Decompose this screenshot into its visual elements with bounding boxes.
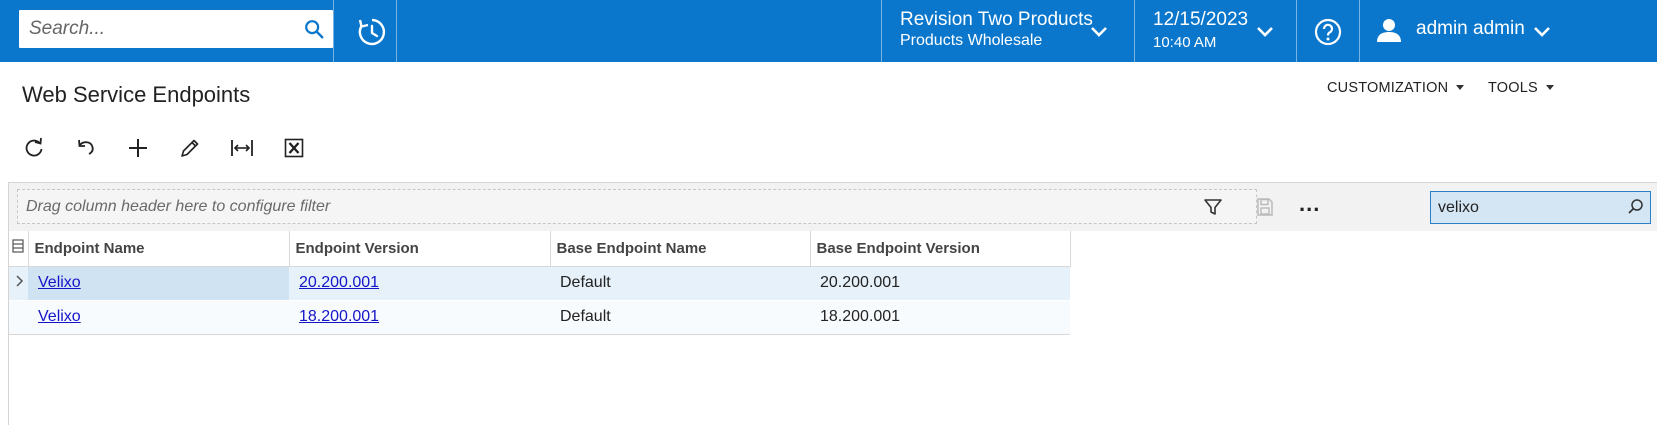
plus-icon: [129, 139, 147, 157]
excel-icon: [284, 138, 304, 158]
row-selector[interactable]: [9, 266, 28, 301]
fit-width-icon: [231, 140, 253, 156]
column-header-endpoint-name[interactable]: Endpoint Name: [28, 231, 290, 267]
filter-icon[interactable]: [1201, 195, 1225, 219]
chevron-down-icon[interactable]: [1532, 22, 1552, 42]
company-name: Revision Two Products: [900, 9, 1093, 30]
company-info[interactable]: Revision Two Products Products Wholesale: [900, 9, 1093, 51]
endpoint-version-link[interactable]: 20.200.001: [299, 274, 380, 291]
tools-menu[interactable]: TOOLS: [1488, 80, 1554, 96]
chevron-down-icon[interactable]: [1089, 22, 1109, 42]
more-options-button[interactable]: ...: [1299, 191, 1321, 216]
undo-button[interactable]: [73, 135, 99, 161]
caret-down-icon: [1545, 85, 1554, 90]
user-icon[interactable]: [1375, 16, 1403, 44]
edit-button[interactable]: [177, 135, 203, 161]
cell-base-endpoint-name: Default: [550, 266, 810, 301]
cell-endpoint-name: Velixo: [28, 300, 289, 335]
separator: [881, 0, 882, 62]
date-label: 12/15/2023: [1153, 9, 1249, 30]
table-row[interactable]: Velixo 18.200.001 Default 18.200.001: [9, 300, 1070, 335]
endpoint-name-link[interactable]: Velixo: [38, 308, 81, 325]
time-label: 10:40 AM: [1153, 34, 1217, 51]
tools-menu-label: TOOLS: [1488, 80, 1538, 96]
fit-columns-button[interactable]: [229, 135, 255, 161]
endpoints-grid: Drag column header here to configure fil…: [8, 182, 1657, 425]
customization-menu-label: CUSTOMIZATION: [1327, 80, 1449, 96]
filter-drop-zone[interactable]: Drag column header here to configure fil…: [17, 189, 1257, 224]
search-icon[interactable]: [1626, 197, 1646, 217]
grid-settings-icon[interactable]: [12, 239, 24, 253]
separator: [1134, 0, 1135, 62]
column-header-base-endpoint-name[interactable]: Base Endpoint Name: [550, 231, 811, 267]
column-header-base-endpoint-version[interactable]: Base Endpoint Version: [810, 231, 1071, 267]
pencil-icon: [181, 139, 199, 157]
refresh-icon: [25, 137, 43, 157]
refresh-button[interactable]: [21, 135, 47, 161]
cell-endpoint-version: 20.200.001: [289, 266, 550, 301]
row-selector-header[interactable]: [9, 231, 29, 267]
save-icon: [1257, 198, 1273, 216]
row-selector[interactable]: [9, 300, 28, 335]
page-title: Web Service Endpoints: [22, 82, 251, 107]
search-icon[interactable]: [303, 18, 325, 40]
add-button[interactable]: [125, 135, 151, 161]
separator: [396, 0, 397, 62]
table-header-row: Endpoint Name Endpoint Version Base Endp…: [9, 231, 1071, 267]
caret-down-icon: [1456, 85, 1465, 90]
grid-search-input[interactable]: [1431, 192, 1616, 223]
branch-name: Products Wholesale: [900, 32, 1043, 49]
cell-base-endpoint-version: 20.200.001: [810, 266, 1070, 301]
grid-search[interactable]: [1430, 191, 1651, 224]
cell-base-endpoint-version: 18.200.001: [810, 300, 1070, 335]
history-icon[interactable]: [352, 12, 392, 52]
separator: [1296, 0, 1297, 62]
customization-menu[interactable]: CUSTOMIZATION: [1327, 80, 1465, 96]
business-date[interactable]: 12/15/2023 10:40 AM: [1153, 9, 1248, 53]
global-search-input[interactable]: [19, 10, 299, 48]
endpoint-version-link[interactable]: 18.200.001: [299, 308, 380, 325]
column-header-endpoint-version[interactable]: Endpoint Version: [289, 231, 551, 267]
separator: [1359, 0, 1360, 62]
help-icon[interactable]: [1313, 17, 1343, 47]
user-name[interactable]: admin admin: [1416, 18, 1525, 39]
export-excel-button[interactable]: [281, 135, 307, 161]
cell-base-endpoint-name: Default: [550, 300, 810, 335]
chevron-down-icon[interactable]: [1255, 22, 1275, 42]
cell-endpoint-version: 18.200.001: [289, 300, 550, 335]
undo-icon: [78, 139, 94, 155]
cell-endpoint-name: Velixo: [28, 266, 289, 301]
table-row[interactable]: Velixo 20.200.001 Default 20.200.001: [9, 266, 1070, 301]
grid-filter-bar: Drag column header here to configure fil…: [9, 183, 1657, 231]
top-navigation-bar: Revision Two Products Products Wholesale…: [0, 0, 1657, 62]
separator: [333, 0, 334, 62]
endpoint-name-link[interactable]: Velixo: [38, 274, 81, 291]
endpoints-table: Endpoint Name Endpoint Version Base Endp…: [9, 231, 1071, 335]
global-search[interactable]: [19, 10, 333, 48]
chevron-right-icon: [15, 274, 23, 287]
